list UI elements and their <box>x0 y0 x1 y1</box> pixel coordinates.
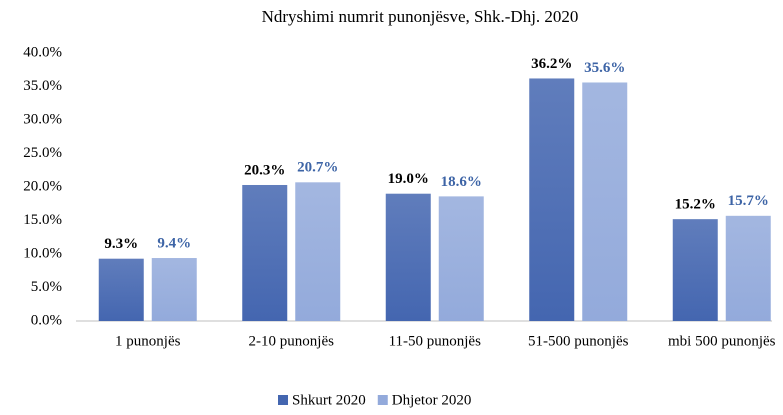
y-tick-label: 15.0% <box>23 212 62 228</box>
bar <box>529 78 575 322</box>
y-tick-label: 10.0% <box>23 245 62 261</box>
value-label: 15.7% <box>728 193 769 209</box>
value-label: 35.6% <box>584 60 625 76</box>
value-label: 9.4% <box>157 235 191 251</box>
bar <box>98 258 144 321</box>
bar <box>242 184 288 321</box>
value-label: 20.7% <box>297 160 338 176</box>
y-tick-label: 40.0% <box>23 44 62 60</box>
bar <box>582 82 628 321</box>
bar <box>385 193 431 321</box>
y-tick-label: 0.0% <box>31 312 62 328</box>
y-tick-label: 25.0% <box>23 145 62 161</box>
x-tick-label: 51-500 punonjës <box>528 333 629 349</box>
legend-swatch <box>278 395 288 405</box>
x-tick-label: mbi 500 punonjës <box>668 333 776 349</box>
y-tick-label: 20.0% <box>23 178 62 194</box>
bar <box>151 258 197 321</box>
value-label: 36.2% <box>531 56 572 72</box>
x-tick-label: 1 punonjës <box>115 333 181 349</box>
bar <box>672 219 718 321</box>
legend-swatch <box>377 395 388 405</box>
value-label: 9.3% <box>104 236 138 252</box>
chart-title: Ndryshimi numrit punonjësve, Shk.-Dhj. 2… <box>262 7 579 26</box>
y-tick-label: 30.0% <box>23 111 62 127</box>
legend-label: Dhjetor 2020 <box>392 392 472 408</box>
bar <box>295 182 341 321</box>
y-tick-label: 35.0% <box>23 78 62 94</box>
bar <box>438 196 484 321</box>
y-tick-label: 5.0% <box>31 279 62 295</box>
legend-label: Shkurt 2020 <box>292 392 366 408</box>
value-label: 19.0% <box>388 171 429 187</box>
value-label: 20.3% <box>244 162 285 178</box>
x-tick-label: 2-10 punonjës <box>249 333 335 349</box>
value-label: 18.6% <box>441 174 482 190</box>
x-tick-label: 11-50 punonjës <box>389 333 482 349</box>
value-label: 15.2% <box>675 197 716 213</box>
bar <box>725 215 771 321</box>
